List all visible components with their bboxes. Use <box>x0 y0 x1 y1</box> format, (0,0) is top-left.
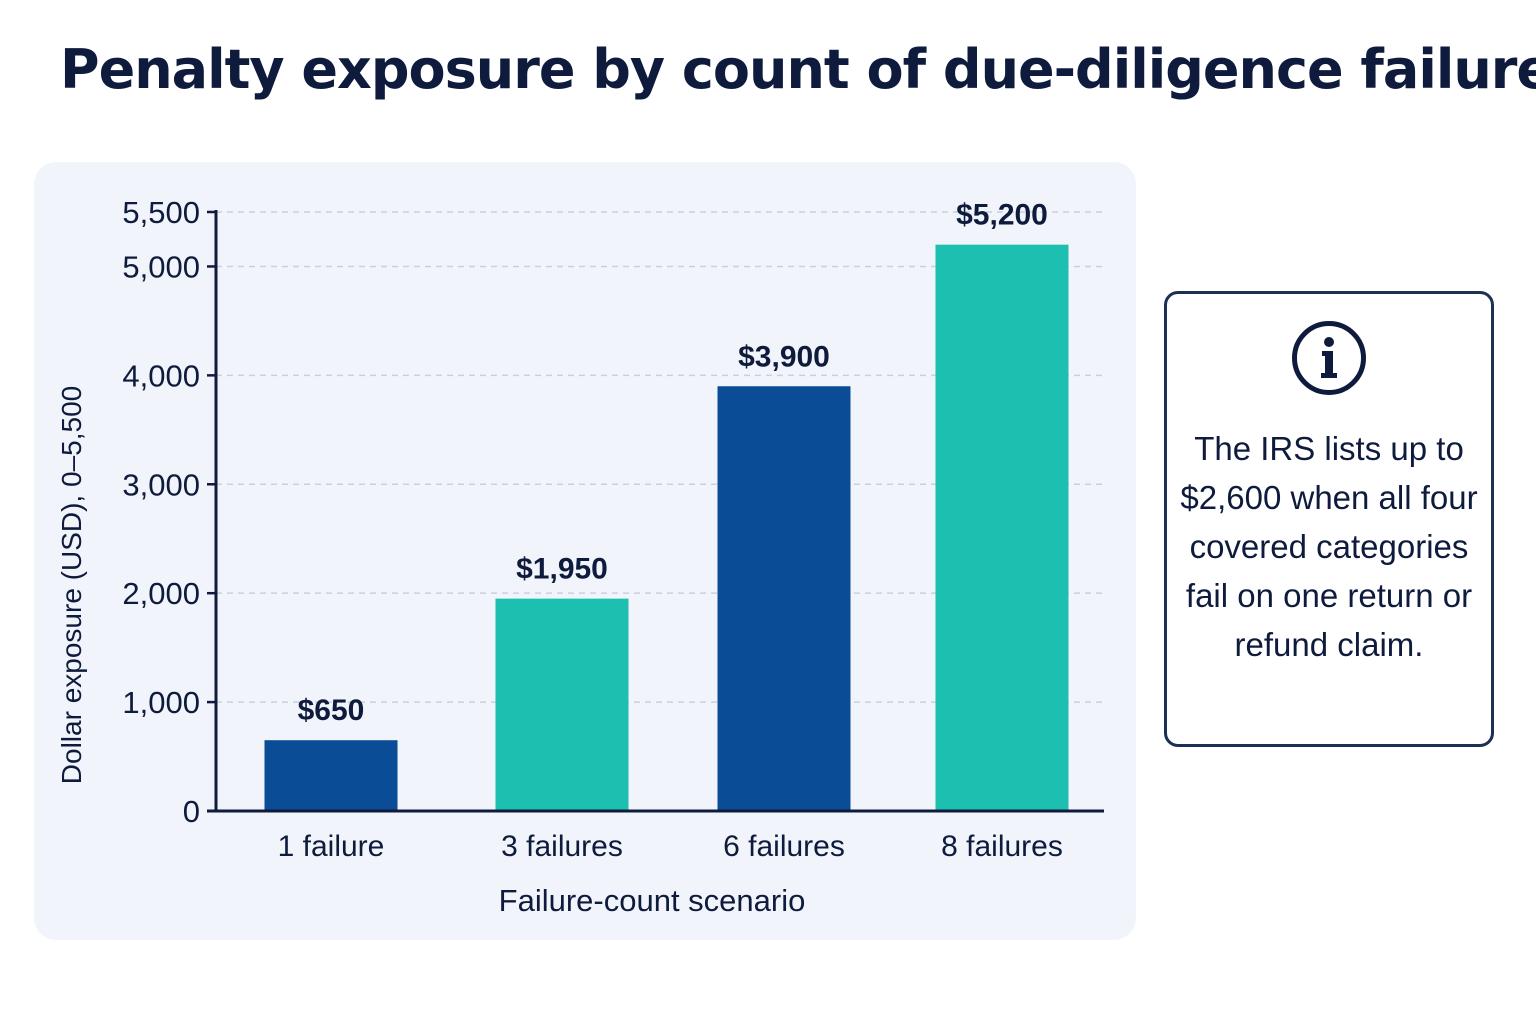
info-icon <box>1292 321 1366 395</box>
y-tick-label: 5,500 <box>122 195 200 230</box>
info-text: The IRS lists up to $2,600 when all four… <box>1180 430 1478 663</box>
bar <box>935 244 1069 811</box>
y-tick-label: 0 <box>183 794 200 829</box>
bar <box>264 740 398 811</box>
data-label: $650 <box>298 694 365 727</box>
x-tick-label: 6 failures <box>723 830 845 863</box>
data-label: $1,950 <box>516 553 608 586</box>
tick-labels: 0 1,000 2,000 3,000 4,000 5,000 5,500 1 failure… <box>122 195 1062 863</box>
x-axis-title: Failure-count scenario <box>499 883 806 918</box>
chart-panel: $650 $1,950 $3,900 $5,200 0 1,000 2,000 3,000 4… <box>34 162 1136 940</box>
data-labels: $650 $1,950 $3,900 $5,200 <box>298 199 1048 728</box>
y-tick-label: 4,000 <box>122 358 200 393</box>
x-tick-label: 8 failures <box>941 830 1063 863</box>
axes <box>207 210 1104 813</box>
x-tick-label: 3 failures <box>501 830 623 863</box>
chart-title: Penalty exposure by count of due-diligen… <box>60 38 1536 101</box>
x-tick-label: 1 failure <box>278 830 385 863</box>
y-tick-label: 2,000 <box>122 576 200 611</box>
y-tick-label: 3,000 <box>122 467 200 502</box>
bars <box>264 244 1069 811</box>
info-callout: The IRS lists up to $2,600 when all four… <box>1164 291 1494 747</box>
bar-chart: $650 $1,950 $3,900 $5,200 0 1,000 2,000 3,000 4… <box>56 195 1104 918</box>
y-tick-label: 5,000 <box>122 249 200 284</box>
y-axis-title: Dollar exposure (USD), 0–5,500 <box>56 386 87 784</box>
data-label: $5,200 <box>956 199 1048 232</box>
bar <box>495 598 629 811</box>
data-label: $3,900 <box>738 340 830 373</box>
y-tick-label: 1,000 <box>122 685 200 720</box>
bar <box>717 386 851 811</box>
